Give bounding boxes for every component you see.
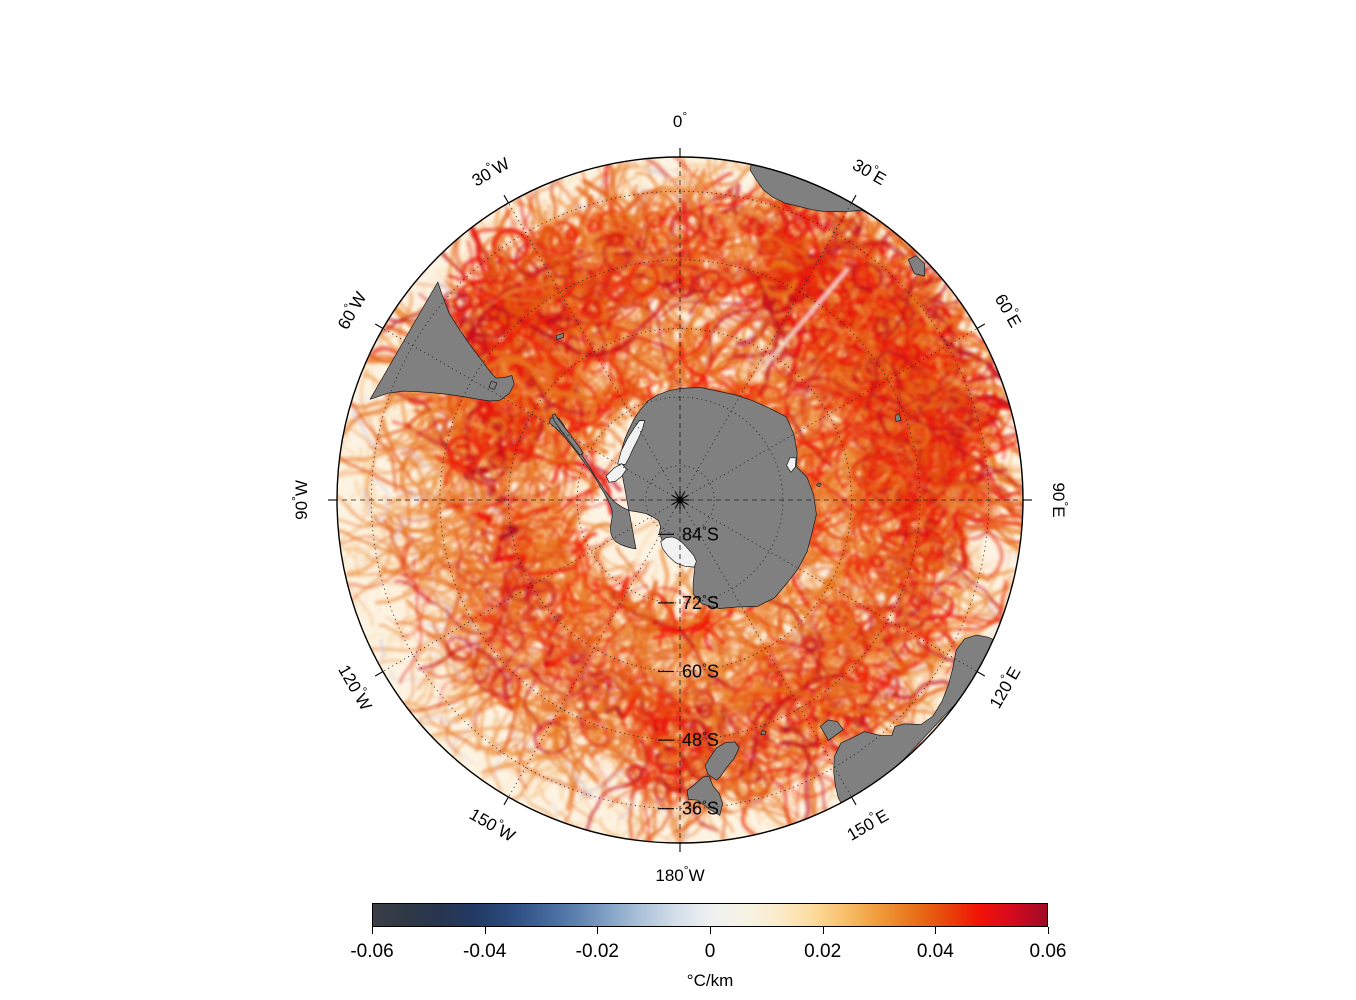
polar-stereographic-map: 0°30°E60°E90°E120°E150°E180°W150°W120°W9… <box>0 0 1356 1000</box>
polar-map-figure: 0° 30°E 60°E 90°E 120°E 150°E 180°W 150°W 120°W 9… <box>0 0 1356 1000</box>
